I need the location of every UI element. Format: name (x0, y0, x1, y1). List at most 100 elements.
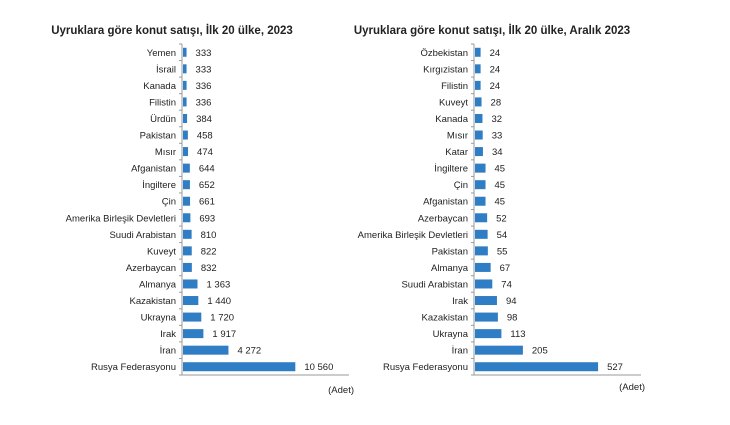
value-label: 661 (199, 197, 215, 208)
value-label: 45 (495, 197, 506, 208)
bar (183, 163, 190, 173)
chart-left: Yemen 333 İsrail 333 Kanada 336 Filistin 336 Ürd… (66, 43, 349, 376)
chart-title-right: Uyruklara göre konut satışı, İlk 20 ülke… (354, 24, 630, 37)
value-label: 113 (510, 329, 525, 340)
value-label: 10 560 (304, 362, 333, 373)
category-label: Ukrayna (141, 313, 177, 324)
category-label: Mısır (447, 131, 468, 142)
value-label: 28 (491, 97, 502, 108)
bar (475, 97, 482, 107)
category-label: Kazakistan (422, 313, 468, 324)
category-label: Ukrayna (433, 329, 469, 340)
category-label: Filistin (149, 97, 176, 108)
value-label: 644 (199, 164, 215, 175)
category-label: Kuveyt (147, 246, 176, 257)
value-label: 1 720 (210, 313, 234, 324)
category-label: Irak (452, 296, 468, 307)
value-label: 384 (196, 114, 212, 125)
value-label: 54 (497, 230, 508, 241)
category-label: Ürdün (150, 114, 176, 125)
bar (475, 329, 502, 339)
category-label: Filistin (441, 81, 468, 92)
category-label: Afganistan (423, 197, 468, 208)
bar (475, 130, 483, 140)
value-label: 1 917 (212, 329, 236, 340)
bar (183, 147, 189, 157)
category-label: İran (160, 346, 176, 357)
value-label: 24 (490, 64, 501, 75)
bar (475, 345, 523, 355)
bar (475, 362, 599, 372)
bar (183, 213, 191, 223)
bar (183, 130, 188, 140)
bar (183, 246, 192, 256)
category-label: Amerika Birleşik Devletleri (358, 230, 468, 241)
value-label: 832 (201, 263, 217, 274)
bar (183, 196, 191, 206)
bar (475, 312, 498, 322)
bar (183, 296, 199, 306)
category-label: Özbekistan (420, 48, 468, 59)
unit-label-left: (Adet) (328, 385, 354, 396)
bar (475, 196, 486, 206)
bar (183, 329, 204, 339)
category-label: Almanya (431, 263, 469, 274)
value-label: 822 (201, 246, 217, 257)
category-label: Katar (445, 147, 468, 158)
category-label: Yemen (147, 48, 176, 59)
value-label: 32 (491, 114, 502, 125)
category-label: Azerbaycan (418, 213, 468, 224)
value-label: 55 (497, 246, 508, 257)
value-label: 652 (199, 180, 215, 191)
value-label: 24 (490, 81, 501, 92)
bar (183, 262, 192, 272)
value-label: 94 (506, 296, 517, 307)
category-label: İngiltere (434, 164, 468, 175)
value-label: 810 (201, 230, 217, 241)
category-label: İsrail (156, 64, 176, 75)
category-label: Kazakistan (130, 296, 176, 307)
bar (475, 147, 483, 157)
bar (183, 279, 198, 289)
value-label: 205 (532, 346, 548, 357)
chart-right: Özbekistan 24 Kırgızistan 24 Filistin 24 Kuvey… (358, 43, 641, 376)
bar (475, 279, 493, 289)
value-label: 333 (196, 64, 212, 75)
category-label: Irak (160, 329, 176, 340)
bar (475, 213, 488, 223)
bar (183, 80, 187, 90)
bar (183, 64, 187, 74)
category-label: Kırgızistan (423, 64, 468, 75)
category-label: Çin (454, 180, 468, 191)
category-label: Mısır (155, 147, 176, 158)
category-label: Almanya (139, 279, 177, 290)
category-label: Pakistan (432, 246, 468, 257)
value-label: 336 (196, 81, 212, 92)
bar (183, 113, 188, 123)
value-label: 474 (197, 147, 213, 158)
value-label: 693 (199, 213, 215, 224)
category-label: İngiltere (142, 180, 176, 191)
bar (183, 312, 202, 322)
value-label: 45 (495, 180, 506, 191)
value-label: 98 (507, 313, 518, 324)
category-label: Kanada (435, 114, 468, 125)
value-label: 4 272 (237, 346, 261, 357)
category-label: Afganistan (131, 164, 176, 175)
value-label: 458 (197, 131, 213, 142)
chart-title-left: Uyruklara göre konut satışı, İlk 20 ülke… (51, 24, 293, 37)
category-label: Kanada (143, 81, 176, 92)
category-label: Rusya Federasyonu (91, 362, 176, 373)
value-label: 74 (501, 279, 512, 290)
value-label: 527 (607, 362, 623, 373)
value-label: 1 440 (207, 296, 231, 307)
bar (183, 180, 190, 190)
bar (183, 97, 187, 107)
value-label: 33 (492, 131, 503, 142)
value-label: 24 (490, 48, 501, 59)
bar (475, 64, 481, 74)
bar (475, 80, 481, 90)
bar (475, 47, 481, 57)
bar (183, 229, 192, 239)
